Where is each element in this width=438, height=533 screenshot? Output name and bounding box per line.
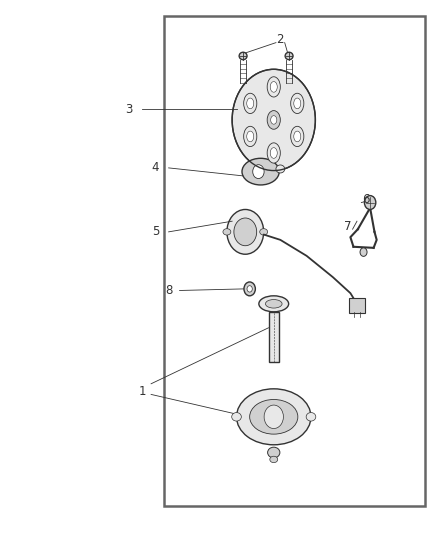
Circle shape [234,218,257,246]
Text: 8: 8 [165,284,172,297]
Text: 2: 2 [276,34,284,46]
FancyBboxPatch shape [349,298,365,313]
Ellipse shape [265,300,282,308]
Ellipse shape [242,158,279,185]
Ellipse shape [285,52,293,60]
Circle shape [364,196,376,209]
Ellipse shape [244,93,257,114]
Circle shape [244,282,255,296]
Ellipse shape [291,93,304,114]
Bar [269,312,279,362]
Circle shape [232,69,315,171]
Ellipse shape [259,296,289,312]
Text: 5: 5 [152,225,159,238]
Ellipse shape [244,126,257,147]
Ellipse shape [260,229,268,235]
Ellipse shape [239,52,247,60]
Circle shape [264,405,283,429]
Text: 1: 1 [138,385,146,398]
Ellipse shape [276,165,285,173]
Ellipse shape [294,131,301,142]
Text: 3: 3 [126,103,133,116]
Ellipse shape [268,447,280,458]
Text: 7: 7 [344,220,352,233]
Text: 6: 6 [362,193,370,206]
Ellipse shape [294,98,301,109]
Ellipse shape [247,98,254,109]
Ellipse shape [267,143,280,163]
Ellipse shape [267,111,280,130]
Ellipse shape [232,413,241,421]
Text: 4: 4 [152,161,159,174]
Ellipse shape [223,229,231,235]
Ellipse shape [237,389,311,445]
Circle shape [247,286,252,292]
Ellipse shape [247,131,254,142]
Ellipse shape [306,413,316,421]
Circle shape [227,209,264,254]
Circle shape [360,248,367,256]
Ellipse shape [291,126,304,147]
Ellipse shape [271,116,277,124]
Ellipse shape [270,456,278,463]
Circle shape [253,165,264,179]
Ellipse shape [250,400,298,434]
Ellipse shape [267,77,280,97]
Ellipse shape [270,148,277,158]
Ellipse shape [270,82,277,92]
